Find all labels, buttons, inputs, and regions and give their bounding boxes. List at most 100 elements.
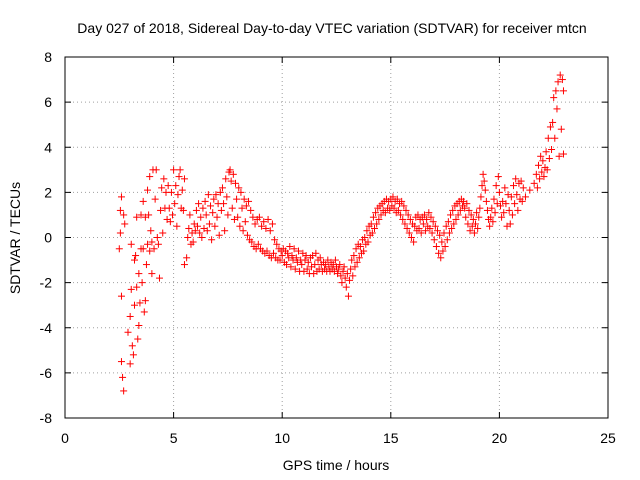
data-point (349, 272, 357, 280)
data-point (224, 211, 232, 219)
data-point (464, 220, 472, 228)
data-point (263, 247, 271, 255)
data-point (235, 184, 243, 192)
x-tick-label: 5 (170, 430, 178, 446)
data-point (185, 224, 193, 232)
data-point (144, 240, 152, 248)
data-point (486, 222, 494, 230)
data-point (291, 265, 299, 273)
data-point (207, 202, 215, 210)
data-point (228, 204, 236, 212)
data-point (500, 209, 508, 217)
data-point (405, 229, 413, 237)
data-point (433, 227, 441, 235)
data-point (501, 184, 509, 192)
data-point (445, 229, 453, 237)
data-point (218, 184, 226, 192)
data-point (241, 218, 249, 226)
y-tick-label: -8 (40, 410, 53, 426)
data-point (262, 224, 270, 232)
data-point (169, 211, 177, 219)
data-point (247, 206, 255, 214)
data-point (331, 256, 339, 264)
data-point (394, 206, 402, 214)
data-point (461, 204, 469, 212)
data-point (555, 152, 563, 160)
data-point (420, 211, 428, 219)
data-point (298, 261, 306, 269)
data-point (135, 270, 143, 278)
data-point (138, 279, 146, 287)
data-point (216, 188, 224, 196)
data-point (506, 220, 514, 228)
data-point (339, 267, 347, 275)
data-point (221, 227, 229, 235)
x-tick-label: 20 (492, 430, 508, 446)
data-point (179, 206, 187, 214)
data-point (444, 218, 452, 226)
data-point (141, 297, 149, 305)
data-point (120, 387, 128, 395)
data-point (196, 229, 204, 237)
data-point (495, 188, 503, 196)
data-point (223, 193, 231, 201)
data-point (133, 283, 141, 291)
data-point (201, 197, 209, 205)
data-point (139, 197, 147, 205)
data-point (136, 299, 144, 307)
data-point (134, 335, 142, 343)
data-point (227, 177, 235, 185)
data-point (422, 227, 430, 235)
data-point (140, 308, 148, 316)
data-point (273, 240, 281, 248)
data-point (415, 224, 423, 232)
y-axis-title: SDTVAR / TECUs (7, 182, 23, 294)
data-point (116, 229, 124, 237)
data-point (417, 229, 425, 237)
data-point (372, 209, 380, 217)
data-point (507, 193, 515, 201)
data-point (508, 211, 516, 219)
data-point (278, 252, 286, 260)
data-point (146, 247, 154, 255)
data-point (447, 211, 455, 219)
data-point (472, 220, 480, 228)
data-point (398, 197, 406, 205)
data-point (369, 213, 377, 221)
data-point (146, 173, 154, 181)
data-point (490, 195, 498, 203)
data-point (414, 211, 422, 219)
data-point (343, 270, 351, 278)
data-point (270, 249, 278, 257)
data-point (198, 234, 206, 241)
data-point (476, 204, 484, 212)
data-point (211, 222, 219, 230)
data-point (226, 166, 234, 174)
data-point (260, 218, 268, 226)
data-point (170, 166, 178, 174)
data-point (127, 285, 135, 293)
axis-ticks (64, 56, 609, 419)
data-point (237, 188, 245, 196)
data-point (283, 261, 291, 269)
data-point (167, 188, 175, 196)
data-point (242, 202, 250, 210)
data-point (351, 263, 359, 271)
data-point (336, 261, 344, 269)
data-point (144, 186, 152, 194)
data-point (205, 220, 213, 228)
data-point (479, 170, 487, 178)
data-point (505, 206, 513, 214)
data-point (559, 87, 567, 95)
data-point (152, 166, 160, 174)
data-point (352, 245, 360, 253)
data-point (344, 292, 352, 300)
y-tick-label: 4 (44, 139, 52, 155)
data-point (437, 254, 445, 262)
data-point (477, 193, 485, 201)
data-point (426, 224, 434, 232)
data-point (452, 215, 460, 223)
data-point (386, 206, 394, 214)
data-point (213, 213, 221, 221)
